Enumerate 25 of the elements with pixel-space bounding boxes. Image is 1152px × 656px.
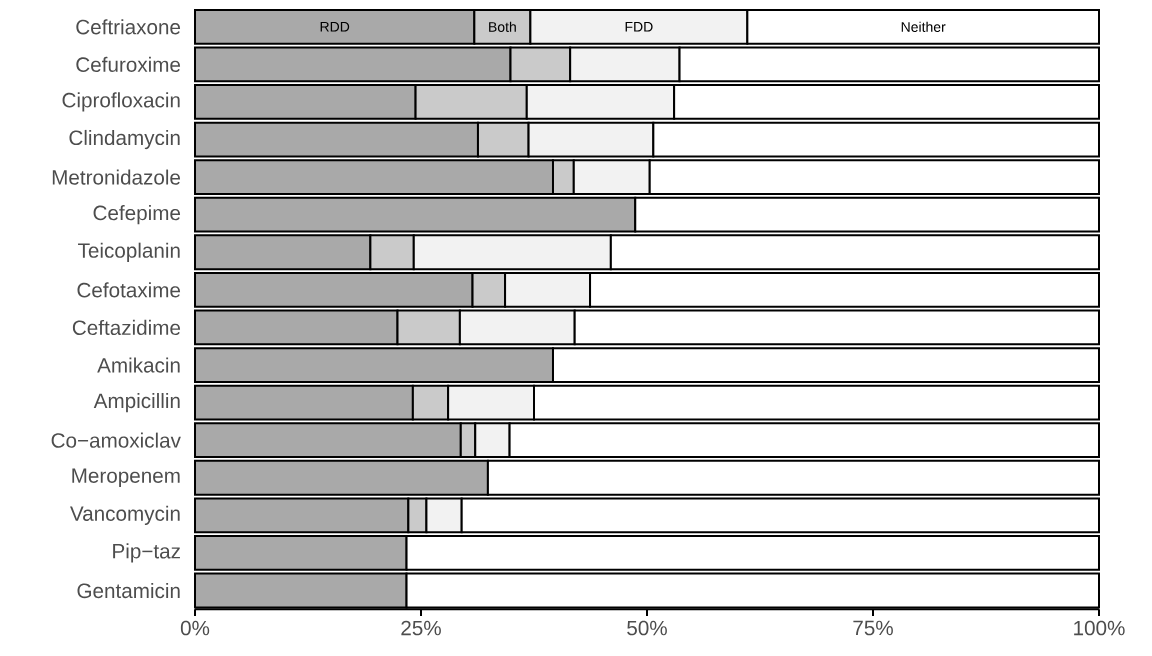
- x-tick-label: 50%: [627, 620, 667, 636]
- y-tick-label: Co−amoxiclav: [51, 432, 181, 448]
- x-tick-label: 75%: [853, 620, 893, 636]
- y-tick-label: Ciprofloxacin: [62, 92, 180, 112]
- y-tick-label: Pip−taz: [113, 543, 180, 563]
- y-tick-label: Cefotaxime: [77, 282, 181, 298]
- y-tick-label: Ceftriaxone: [76, 19, 181, 35]
- series-label: Neither: [901, 21, 946, 32]
- x-tick-label: 100%: [1074, 620, 1125, 636]
- y-tick-label: Ceftazidime: [72, 319, 181, 336]
- y-tick-label: Vancomycin: [70, 505, 180, 525]
- x-tick-label: 0%: [180, 620, 210, 636]
- y-tick-label: Ampicillin: [93, 392, 180, 413]
- series-label: Both: [489, 21, 516, 32]
- series-label: RDD: [320, 21, 350, 32]
- y-tick-label: Metronidazole: [52, 169, 181, 185]
- y-tick-label: Teicoplanin: [78, 242, 180, 262]
- y-tick-label: Amikacin: [97, 357, 180, 373]
- x-tick-label: 25%: [401, 620, 441, 636]
- y-tick-label: Gentamicin: [77, 582, 180, 599]
- y-tick-label: Cefuroxime: [76, 56, 181, 72]
- series-label: FDD: [625, 21, 653, 32]
- y-tick-label: Meropenem: [72, 468, 180, 488]
- y-tick-label: Cefepime: [93, 205, 181, 225]
- y-tick-label: Clindamycin: [69, 129, 180, 150]
